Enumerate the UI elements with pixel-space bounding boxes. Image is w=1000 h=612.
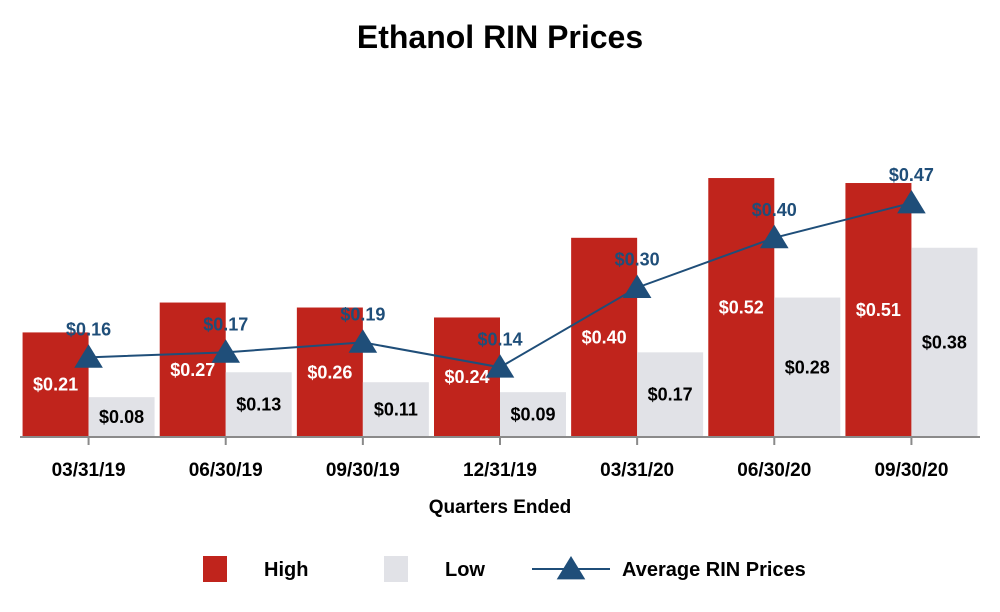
data-label-low: $0.09: [510, 405, 555, 425]
legend-marker-average: [556, 556, 586, 580]
data-label-average: $0.16: [66, 319, 111, 339]
average-marker: [485, 354, 515, 378]
data-label-low: $0.28: [785, 357, 830, 377]
bar-high: [708, 178, 775, 438]
legend-label-high: High: [264, 559, 308, 581]
data-label-low: $0.38: [922, 332, 967, 352]
data-label-high: $0.21: [33, 375, 78, 395]
bar-high: [845, 183, 912, 437]
plot-area: $0.21 $0.08 $0.27 $0.13 $0.26 $0.11 $0.24 $0.09…: [20, 165, 980, 481]
bar-low: [88, 397, 155, 437]
chart-title: Ethanol RIN Prices: [357, 19, 643, 55]
data-label-low: $0.13: [236, 395, 281, 415]
average-marker: [348, 329, 378, 353]
data-label-low: $0.11: [374, 400, 418, 420]
legend-swatch-high: [203, 556, 227, 582]
data-label-low: $0.17: [648, 385, 693, 405]
average-marker: [622, 274, 652, 298]
bar-high: [159, 302, 226, 437]
x-tick-label: 12/31/19: [463, 460, 537, 481]
legend-label-low: Low: [445, 559, 485, 581]
x-tick-label: 09/30/19: [326, 460, 400, 481]
bar-high: [22, 332, 89, 437]
x-axis-label: Quarters Ended: [429, 497, 572, 518]
average-marker: [759, 224, 789, 249]
bar-high: [296, 307, 363, 437]
bar-low: [637, 352, 704, 437]
bar-low: [500, 392, 566, 437]
bar-low: [911, 247, 978, 437]
bar-low: [362, 382, 429, 437]
x-tick-label: 09/30/20: [874, 460, 948, 481]
data-label-average: $0.19: [340, 304, 385, 324]
data-label-high: $0.51: [856, 300, 901, 320]
data-label-average: $0.30: [615, 250, 660, 270]
average-marker: [211, 339, 241, 363]
bar-low: [225, 372, 292, 437]
legend: High Low Average RIN Prices: [203, 556, 806, 582]
x-tick-label: 06/30/19: [189, 460, 263, 481]
x-tick-label: 03/31/19: [52, 460, 126, 481]
legend-label-average: Average RIN Prices: [622, 559, 806, 581]
data-label-average: $0.47: [889, 165, 934, 185]
data-label-low: $0.08: [99, 407, 144, 427]
data-label-average: $0.17: [203, 314, 248, 334]
data-label-high: $0.40: [582, 327, 627, 347]
bar-low: [774, 297, 841, 437]
x-tick-label: 03/31/20: [600, 460, 674, 481]
data-label-high: $0.24: [444, 367, 489, 387]
x-tick-label: 06/30/20: [737, 460, 811, 481]
data-label-high: $0.26: [307, 362, 352, 382]
data-label-average: $0.40: [752, 200, 797, 220]
bar-high: [571, 237, 638, 437]
average-marker: [897, 189, 926, 214]
data-label-high: $0.27: [170, 360, 215, 380]
average-marker: [74, 344, 103, 368]
data-label-average: $0.14: [477, 329, 522, 349]
data-label-high: $0.52: [719, 298, 764, 318]
legend-swatch-low: [384, 556, 408, 582]
